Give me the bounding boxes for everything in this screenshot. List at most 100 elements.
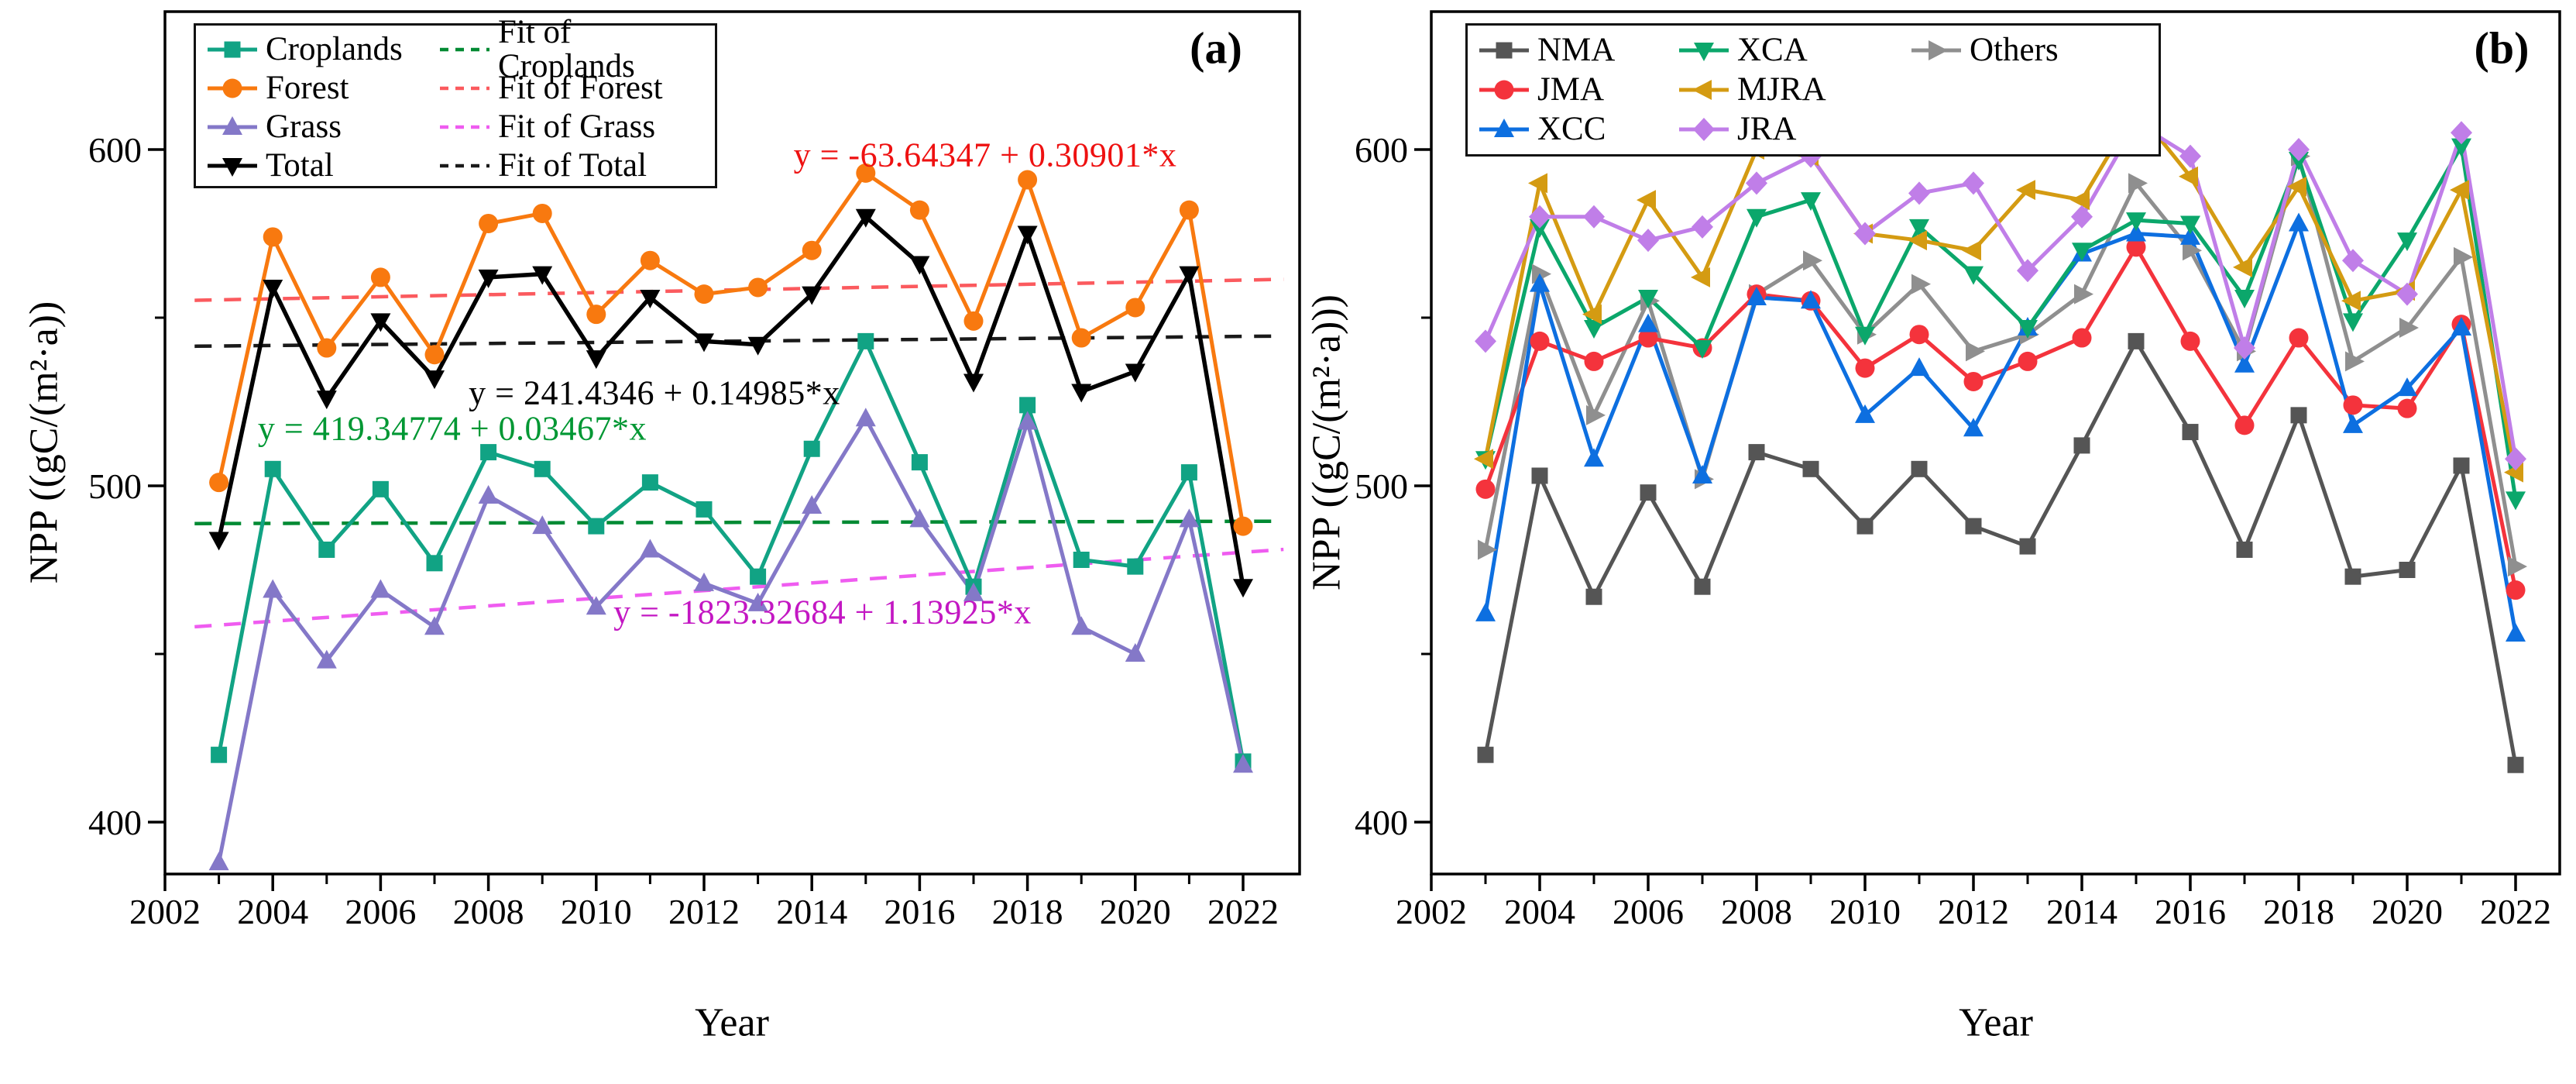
- panel-a-y-axis-label: NPP ((gC/(m²·a)): [22, 301, 67, 584]
- x-tick-label: 2010: [1829, 892, 1901, 931]
- x-tick-label: 2016: [884, 892, 955, 931]
- series-swatch: [1479, 80, 1529, 100]
- x-tick-label: 2008: [453, 892, 524, 931]
- legend-item-jma: JMA: [1479, 72, 1678, 108]
- x-tick-label: 2014: [776, 892, 847, 931]
- x-tick-label: 2004: [237, 892, 308, 931]
- series-line-xcc: [1483, 221, 2518, 636]
- fit-line-swatch: [440, 86, 489, 91]
- series-swatch: [208, 41, 257, 58]
- series-swatch: [1679, 42, 1729, 61]
- legend-label: Total: [266, 147, 334, 184]
- x-tick-label: 2020: [1100, 892, 1171, 931]
- series-line-croplands: [217, 339, 1245, 764]
- fit-line-swatch: [440, 47, 489, 52]
- fit-line-fit-of-total: [194, 334, 1284, 349]
- series-line-total: [216, 215, 1245, 589]
- series-line-nma: [1483, 339, 2518, 767]
- legend-item-fit-of-grass: Fit of Grass: [439, 109, 704, 145]
- x-tick-label: 2020: [2372, 892, 2443, 931]
- legend-label: JRA: [1737, 111, 1797, 148]
- series-markers-xcc: [1475, 212, 2526, 642]
- series-swatch: [1479, 119, 1529, 138]
- x-tick-label: 2022: [2480, 892, 2551, 931]
- panel-b-corner-label: (b): [2474, 22, 2530, 74]
- series-swatch: [208, 116, 257, 135]
- series-line-xca: [1483, 144, 2518, 501]
- series-line-jra: [1483, 120, 2518, 461]
- legend-label: Others: [1970, 31, 2059, 68]
- x-tick-label: 2012: [668, 892, 740, 931]
- legend-label: Grass: [266, 108, 342, 145]
- legend-item-fit-of-forest: Fit of Forest: [439, 71, 704, 106]
- series-markers-mjra: [1474, 98, 2523, 483]
- x-tick-label: 2016: [2155, 892, 2226, 931]
- forest-fit-equation: y = -63.64347 + 0.30901*x: [793, 136, 1177, 174]
- series-markers-nma: [1477, 332, 2524, 773]
- legend-label: MJRA: [1737, 71, 1826, 108]
- legend-label: Croplands: [266, 31, 403, 67]
- series-line-forest: [217, 170, 1245, 528]
- y-tick-label: 600: [88, 130, 142, 170]
- panel-b: 2002 2004 2006 2008 2010 2012 2014 2016 2018 2020…: [1355, 10, 2561, 931]
- legend-label: XCC: [1537, 111, 1606, 148]
- y-tick-label: 500: [1355, 466, 1408, 506]
- panel-a-legend: Croplands Fit of Croplands Forest Fit of Fo…: [194, 15, 717, 188]
- series-markers-xca: [1475, 138, 2526, 511]
- grass-fit-equation: y = -1823.32684 + 1.13925*x: [613, 593, 1032, 631]
- panel-b-legend: NMA XCA Others JMA MJRA XCC JRA: [1465, 23, 2161, 157]
- legend-label: Fit of Total: [498, 147, 647, 184]
- legend-item-others: Others: [1911, 33, 2148, 68]
- legend-spacer: [1911, 72, 2148, 108]
- fit-line-swatch: [440, 163, 489, 168]
- legend-item-xca: XCA: [1678, 33, 1911, 68]
- panel-a-x-axis-label: Year: [695, 1000, 769, 1045]
- panel-b-y-axis-label: NPP ((gC/(m²·a))): [1304, 294, 1349, 590]
- y-tick-label: 600: [1355, 130, 1408, 170]
- series-swatch: [1679, 79, 1729, 100]
- series-markers-total: [208, 208, 1253, 598]
- x-tick-label: 2010: [561, 892, 632, 931]
- legend-item-fit-of-total: Fit of Total: [439, 148, 704, 184]
- series-markers-jma: [1475, 237, 2526, 601]
- series-markers-grass: [208, 408, 1253, 871]
- legend-spacer: [1911, 112, 2148, 147]
- series-markers-croplands: [211, 332, 1252, 770]
- total-fit-equation: y = 241.4346 + 0.14985*x: [469, 373, 840, 412]
- fit-line-fit-of-grass: [194, 547, 1284, 629]
- x-tick-label: 2006: [1613, 892, 1684, 931]
- fit-line-fit-of-croplands: [194, 519, 1284, 525]
- legend-item-total: Total: [207, 148, 439, 184]
- x-tick-label: 2004: [1504, 892, 1575, 931]
- legend-label: NMA: [1537, 31, 1616, 68]
- panel-b-x-axis-label: Year: [1959, 1000, 2033, 1045]
- x-tick-label: 2008: [1721, 892, 1792, 931]
- y-tick-label: 500: [88, 466, 142, 506]
- x-tick-label: 2002: [1396, 892, 1467, 931]
- panel-a: 2002 2004 2006 2008 2010 2012 2014 2016 2018 2020…: [88, 10, 1301, 931]
- legend-item-grass: Grass: [207, 109, 439, 145]
- legend-item-mjra: MJRA: [1678, 72, 1911, 108]
- legend-label: Fit of Grass: [498, 108, 656, 145]
- legend-label: XCA: [1737, 31, 1808, 68]
- series-markers-forest: [209, 163, 1253, 536]
- legend-label: Fit of Croplands: [498, 14, 635, 84]
- legend-item-jra: JRA: [1678, 112, 1911, 147]
- series-swatch: [1679, 118, 1729, 142]
- y-tick-label: 400: [1355, 803, 1408, 842]
- legend-label: JMA: [1537, 71, 1605, 108]
- legend-item-fit-of-croplands: Fit of Croplands: [439, 15, 704, 84]
- series-line-mjra: [1483, 107, 2518, 475]
- fit-line-swatch: [440, 125, 489, 129]
- panel-a-corner-label: (a): [1190, 22, 1242, 74]
- legend-item-forest: Forest: [207, 71, 439, 106]
- x-tick-label: 2006: [345, 892, 416, 931]
- legend-label: Forest: [266, 70, 349, 106]
- series-swatch: [208, 158, 257, 177]
- legend-item-nma: NMA: [1479, 33, 1678, 68]
- x-tick-label: 2014: [2046, 892, 2117, 931]
- y-tick-label: 400: [88, 803, 142, 842]
- x-tick-label: 2012: [1938, 892, 2009, 931]
- croplands-fit-equation: y = 419.34774 + 0.03467*x: [257, 409, 647, 448]
